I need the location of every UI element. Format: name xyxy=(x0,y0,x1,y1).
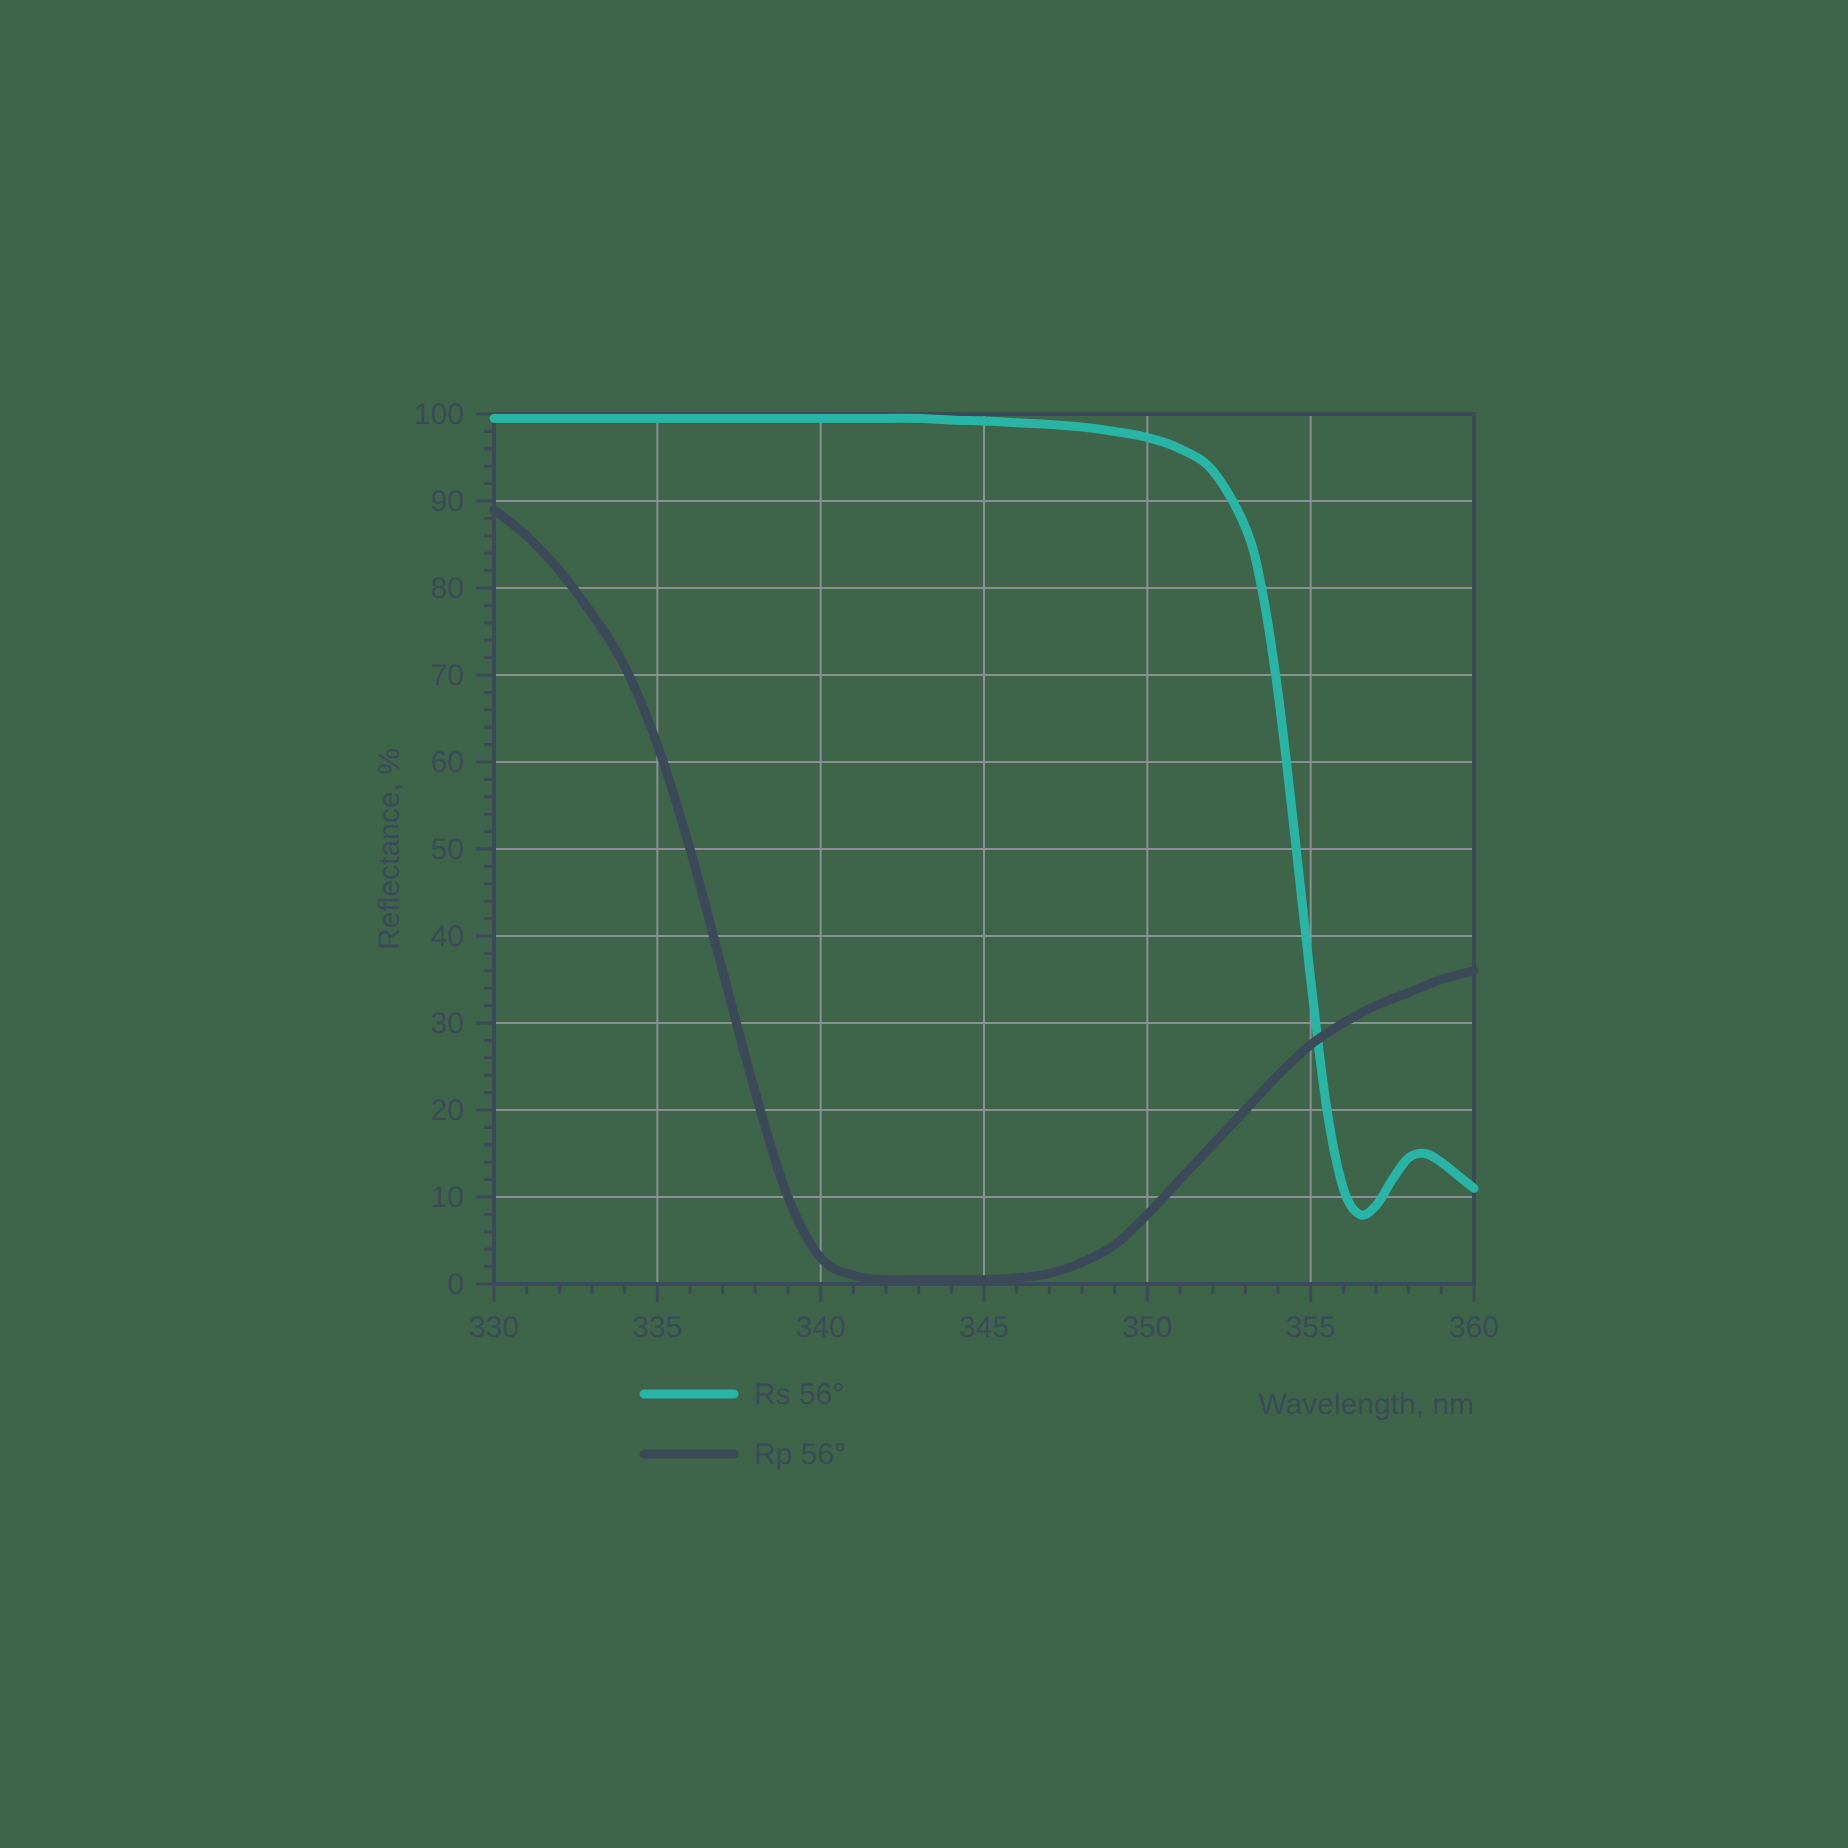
y-tick-label: 10 xyxy=(431,1181,464,1214)
y-tick-label: 60 xyxy=(431,746,464,779)
y-tick-label: 70 xyxy=(431,659,464,692)
x-tick-label: 335 xyxy=(632,1311,682,1344)
y-tick-label: 80 xyxy=(431,572,464,605)
y-axis-label: Reflectance, % xyxy=(373,748,406,950)
legend-label: Rp 56° xyxy=(754,1438,846,1471)
y-tick-label: 30 xyxy=(431,1007,464,1040)
y-tick-label: 90 xyxy=(431,485,464,518)
legend-label: Rs 56° xyxy=(754,1378,844,1411)
y-tick-label: 100 xyxy=(414,398,464,431)
x-tick-label: 340 xyxy=(796,1311,846,1344)
x-tick-label: 355 xyxy=(1286,1311,1336,1344)
x-tick-label: 330 xyxy=(469,1311,519,1344)
x-axis-label: Wavelength, nm xyxy=(1258,1388,1474,1421)
x-tick-label: 350 xyxy=(1122,1311,1172,1344)
x-tick-label: 345 xyxy=(959,1311,1009,1344)
y-tick-label: 40 xyxy=(431,920,464,953)
y-tick-label: 50 xyxy=(431,833,464,866)
y-tick-label: 20 xyxy=(431,1094,464,1127)
reflectance-chart: 330 335 340 345 350 355 360 0 10 20 30 40 50 60 70 80 90… xyxy=(324,324,1524,1524)
y-tick-label: 0 xyxy=(447,1268,464,1301)
x-tick-label: 360 xyxy=(1449,1311,1499,1344)
